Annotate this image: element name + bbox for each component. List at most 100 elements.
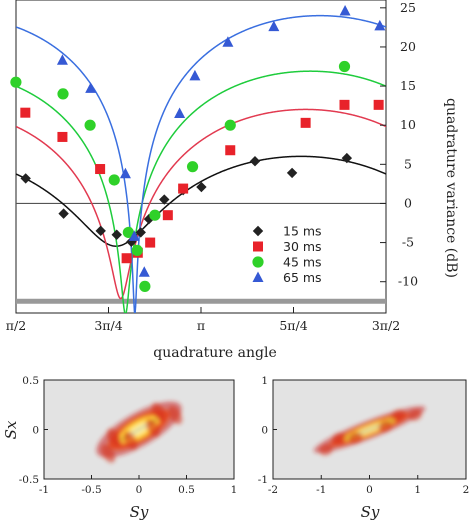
inset-x-tick-label: 0.5 <box>178 484 195 496</box>
distribution-lobe <box>349 432 363 444</box>
data-point-square <box>225 145 236 156</box>
inset-x-tick-label: -2 <box>268 484 278 496</box>
distribution-lobe <box>123 431 138 450</box>
legend-label: 45 ms <box>283 255 322 270</box>
distribution-lobe <box>332 432 346 444</box>
data-point-square <box>57 131 68 142</box>
fit-curve <box>16 70 386 313</box>
legend-label: 30 ms <box>283 239 322 254</box>
y-axis-label: quadrature variance (dB) <box>443 98 459 278</box>
inset-y-tick-label: 0 <box>261 425 268 437</box>
x-tick-label: π <box>197 318 205 333</box>
inset-y-tick-label: 1 <box>261 375 268 387</box>
data-point-diamond <box>196 181 207 193</box>
data-point-triangle <box>339 4 351 16</box>
legend-marker-diamond <box>252 225 264 237</box>
data-point-diamond <box>341 152 353 164</box>
y-tick-label: 5 <box>404 156 412 171</box>
data-point-circle <box>10 76 22 88</box>
inset-left-y-label: Sx <box>2 420 20 439</box>
legend-marker-square <box>253 241 263 252</box>
distribution-shape <box>96 401 183 463</box>
data-point-triangle <box>374 19 386 31</box>
data-point-square <box>339 99 350 110</box>
inset-x-tick-label: 1 <box>231 484 238 496</box>
data-point-circle <box>108 174 120 186</box>
data-point-circle <box>57 88 69 100</box>
legend-marker-triangle <box>252 271 264 282</box>
data-point-diamond <box>20 173 31 184</box>
data-point-triangle <box>56 54 68 65</box>
x-tick-label: 3π/4 <box>94 318 122 333</box>
x-axis-label: quadrature angle <box>153 345 276 361</box>
data-point-triangle <box>174 107 186 118</box>
data-point-circle <box>122 226 134 239</box>
x-tick-labels: π/2 3π/4 π 5π/4 3π/2 <box>6 307 400 333</box>
distribution-lobe <box>378 420 393 433</box>
y-tick-label: 15 <box>400 78 416 93</box>
inset-x-tick-label: 0 <box>136 484 143 496</box>
distribution-left <box>96 401 183 463</box>
data-point-circle <box>131 244 143 256</box>
distribution-lobe <box>107 428 121 447</box>
data-point-circle <box>186 161 199 173</box>
y-tick-label: 10 <box>400 117 416 132</box>
distribution-shape <box>313 406 426 456</box>
data-point-diamond <box>286 167 298 179</box>
data-point-circle <box>139 280 151 292</box>
data-point-square <box>20 107 31 118</box>
data-point-square <box>178 183 189 194</box>
distribution-lobe <box>146 418 160 437</box>
main-plot-frame <box>15 0 387 314</box>
main-chart: π/2 3π/4 π 5π/4 3π/2 25 20 15 10 5 0 -5 -10 quadrat… <box>6 0 459 361</box>
inset-left: -1 -0.5 0 0.5 10.50-0.5 Sy Sx <box>2 375 237 521</box>
distribution-lobe <box>168 406 183 425</box>
distribution-right <box>313 406 426 456</box>
data-point-circle <box>338 60 351 73</box>
data-point-square <box>373 99 384 110</box>
y-tick-label: 25 <box>400 0 416 15</box>
y-tick-labels: 25 20 15 10 5 0 -5 -10 <box>380 0 418 289</box>
data-point-triangle <box>268 20 280 32</box>
inset-right-ticks: -2 -1 0 1 210-1 <box>258 375 470 496</box>
data-point-circle <box>149 209 161 221</box>
data-point-triangle <box>138 266 150 277</box>
inset-x-tick-label: 0 <box>366 484 373 496</box>
data-point-triangle <box>189 69 201 81</box>
fit-curve <box>16 14 386 313</box>
inset-x-tick-label: -1 <box>39 484 49 496</box>
data-points <box>10 4 386 292</box>
distribution-lobe <box>391 409 405 421</box>
y-tick-label: 20 <box>400 39 416 54</box>
inset-x-tick-label: 1 <box>414 484 421 496</box>
data-point-triangle <box>222 36 234 47</box>
fit-curve <box>16 155 386 247</box>
inset-x-tick-label: -1 <box>316 484 326 496</box>
data-point-diamond <box>159 194 170 205</box>
data-point-diamond <box>111 229 122 240</box>
x-tick-label: 3π/2 <box>372 318 400 333</box>
legend-marker-circle <box>252 256 264 268</box>
data-point-circle <box>84 119 96 131</box>
data-point-square <box>300 117 311 128</box>
data-point-diamond <box>58 208 69 219</box>
distribution-lobe <box>101 444 116 463</box>
inset-y-tick-label: 0.5 <box>22 375 39 387</box>
data-point-circle <box>224 119 236 131</box>
inset-left-ticks: -1 -0.5 0 0.5 10.50-0.5 <box>19 375 238 496</box>
inset-right-x-label: Sy <box>361 503 380 521</box>
distribution-lobe <box>408 409 422 421</box>
data-point-square <box>145 237 156 248</box>
data-point-triangle <box>128 230 140 241</box>
fit-curve <box>16 108 386 300</box>
data-point-triangle <box>119 167 131 179</box>
data-point-diamond <box>135 227 146 238</box>
inset-y-tick-label: -0.5 <box>19 474 39 486</box>
inset-left-x-label: Sy <box>130 503 149 521</box>
legend-label: 15 ms <box>283 224 322 239</box>
distribution-lobe <box>319 444 333 456</box>
data-point-diamond <box>249 155 261 167</box>
